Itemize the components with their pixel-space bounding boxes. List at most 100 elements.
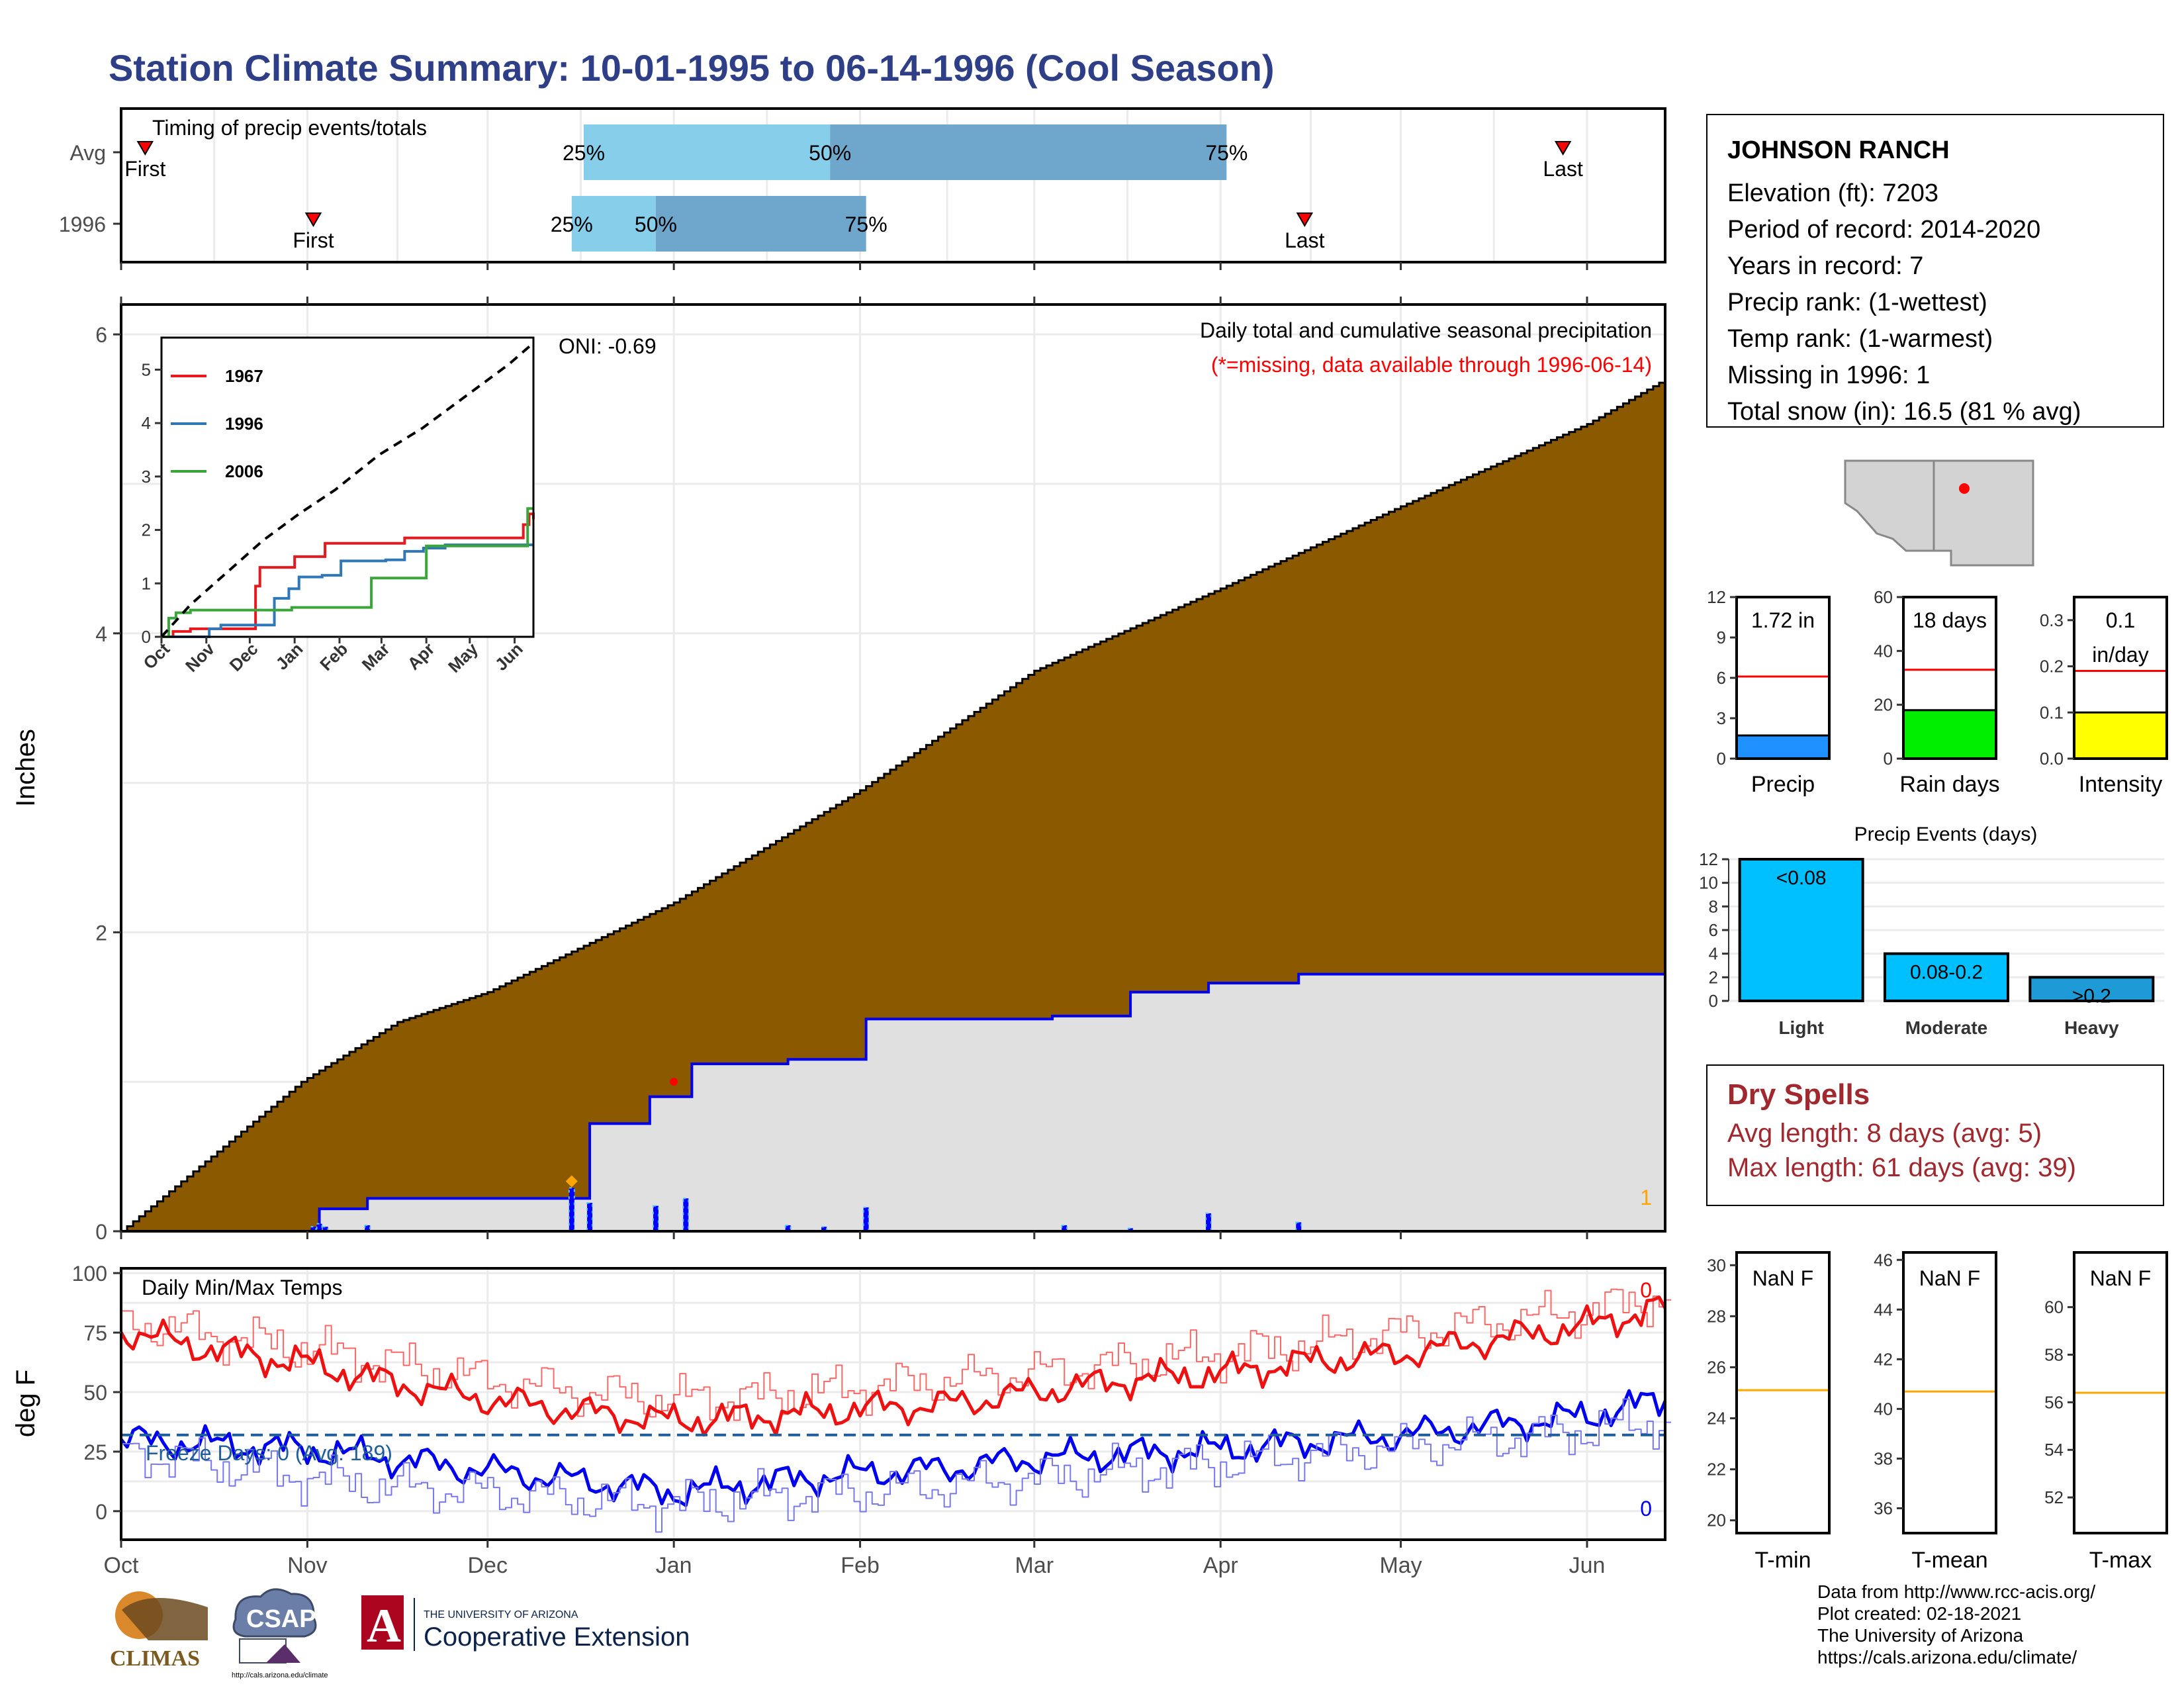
events-ytick-label-3: 6 [1709,920,1718,940]
timing-q50-label-0: 50% [809,141,851,165]
station-precip-rank: Precip rank: (1-wettest) [1727,289,1987,316]
ua-cooperative-extension-logo[interactable]: A THE UNIVERSITY OF ARIZONA Cooperative … [361,1595,690,1652]
events-bar-moderate [1884,952,2009,1002]
ua-letter: A [367,1599,401,1652]
temp-summary-ytick-label-1-0: 36 [1874,1498,1893,1518]
missing-count: 1 [1640,1186,1652,1209]
inset-xtick-label-nov: Nov [181,639,218,676]
inset-series-2006 [161,507,533,638]
timing-last-marker-0 [1554,141,1572,156]
daily-precip-bar-6 [652,1205,659,1233]
summary-ytick-label-0-2: 6 [1717,668,1726,688]
station-years: Years in record: 7 [1727,252,1924,280]
summary-ytick-label-0-4: 12 [1707,587,1726,607]
precip-frame [120,303,1666,1233]
precip-ytick-label-0: 0 [95,1220,107,1244]
precip-chart-subtitle: (*=missing, data available through 1996-… [1211,353,1652,377]
timing-row-label-1: 1996 [59,212,106,236]
temp-summary-ytick-label-1-5: 46 [1874,1250,1893,1270]
temp-summary-ytick-label-1-4: 44 [1874,1299,1893,1319]
summary-ytick-label-1-0: 0 [1884,749,1893,769]
inset-background [161,338,533,637]
temp-series-tmax [119,1295,1667,1437]
precip-chart-title: Daily total and cumulative seasonal prec… [1200,318,1652,342]
daily-precip-bar-0 [310,1226,317,1233]
station-period: Period of record: 2014-2020 [1727,216,2041,244]
summary-bar-2 [2073,711,2168,760]
timing-first-marker-0 [136,141,154,156]
summary-ytick-label-0-3: 9 [1717,628,1726,647]
daily-precip-bar-9 [821,1226,828,1233]
climas-logo-text: CLIMAS [110,1646,200,1671]
inset-xtick-label-jan: Jan [272,639,307,674]
temps-ytick-label-2: 50 [83,1381,107,1405]
summary-ytick-label-1-1: 20 [1874,695,1893,715]
daily-precip-bar-10 [862,1206,870,1233]
station-elevation: Elevation (ft): 7203 [1727,179,1938,207]
temps-xtick-label-mar: Mar [1015,1553,1054,1578]
station-info-box: JOHNSON RANCH Elevation (ft): 7203 Perio… [1706,114,2164,428]
temp-summary-value-2: NaN F [2090,1266,2151,1290]
temps-ytick-label-0: 0 [95,1500,107,1524]
timing-last-label-1: Last [1285,228,1325,252]
temps-ytick-label-4: 100 [72,1262,107,1286]
csap-logo[interactable]: CSAP http://cals.arizona.edu/climate [232,1588,328,1679]
temps-xtick-label-jan: Jan [656,1553,692,1578]
freeze-days-label: Freeze Days: 0 (Avg: 189) [146,1441,392,1465]
summary-value-label-2-1: in/day [2092,643,2148,667]
summary-ytick-label-2-1: 0.1 [2040,702,2064,722]
daily-precip-bar-13 [1205,1212,1212,1232]
summary-frame-1 [1902,596,1997,760]
inset-legend-label-1967: 1967 [225,366,263,386]
inset-ytick-label-0: 0 [142,627,151,647]
inset-xtick-label-mar: Mar [358,639,394,675]
temps-xtick-label-apr: Apr [1203,1553,1238,1578]
temps-frame [120,1267,1666,1541]
credit-university: The University of Arizona [1817,1625,2024,1646]
map-station-marker [1959,483,1970,494]
dry-spells-box: Dry Spells Avg length: 8 days (avg: 5) M… [1706,1064,2164,1206]
csap-url: http://cals.arizona.edu/climate [232,1671,328,1679]
ua-cooperative-extension: Cooperative Extension [424,1622,690,1652]
credit-data-source: Data from http://www.rcc-acis.org/ [1817,1581,2096,1602]
inset-ytick-label-3: 3 [142,467,151,487]
precip-ytick-label-1: 2 [95,921,107,945]
events-category-heavy: Heavy [2064,1017,2119,1038]
daily-precip-bar-12 [1127,1227,1134,1233]
temp-summary-charts: NaN F 20 22 24 26 28 30 T-min NaN F 36 38 40 42 44 46 T… [1707,1250,2168,1573]
inset-ytick-label-4: 4 [142,413,151,433]
temp-summary-ytick-label-1-2: 40 [1874,1399,1893,1419]
summary-ytick-label-0-0: 0 [1717,749,1726,769]
events-ytick-label-4: 8 [1709,896,1718,916]
summary-ytick-label-1-3: 60 [1874,587,1893,607]
inset-legend-label-2006: 2006 [225,461,263,481]
ua-block-a-icon [361,1595,404,1650]
summary-frame-2 [2073,596,2168,760]
inset-xtick-label-apr: Apr [404,639,439,674]
summary-ytick-label-2-2: 0.2 [2040,657,2064,677]
climas-logo[interactable]: CLIMAS [110,1591,208,1671]
events-bar-light [1738,858,1864,1002]
temp-series-tmax_avg [120,1288,1672,1421]
daily-precip-bar-14 [1295,1221,1302,1233]
ua-name: THE UNIVERSITY OF ARIZONA [424,1609,578,1620]
timing-q50-q75-bar-0 [830,124,1227,180]
temps-xtick-label-oct: Oct [104,1553,139,1578]
season-point-marker [670,1078,678,1086]
csap-logo-text: CSAP [246,1605,316,1633]
missing-day-marker-0 [565,1175,578,1188]
events-bar-label-0: <0.08 [1776,867,1827,889]
temps-ytick-label-1: 25 [83,1440,107,1464]
temps-ytick-label-3: 75 [83,1321,107,1345]
events-bar-label-2: >0.2 [2072,985,2111,1007]
csap-mountain-icon [266,1644,300,1663]
dry-spells-title: Dry Spells [1727,1078,1870,1111]
map-states-shape [1844,459,2034,567]
temp-summary-ytick-label-2-2: 56 [2044,1392,2064,1412]
inset-ytick-label-1: 1 [142,573,151,593]
temp-summary-frame-0 [1735,1251,1831,1534]
temps-xtick-label-nov: Nov [287,1553,327,1578]
timing-q50-label-1: 50% [635,212,677,236]
temp-summary-ytick-label-2-1: 54 [2044,1440,2064,1460]
summary-bar-0 [1735,734,1831,760]
